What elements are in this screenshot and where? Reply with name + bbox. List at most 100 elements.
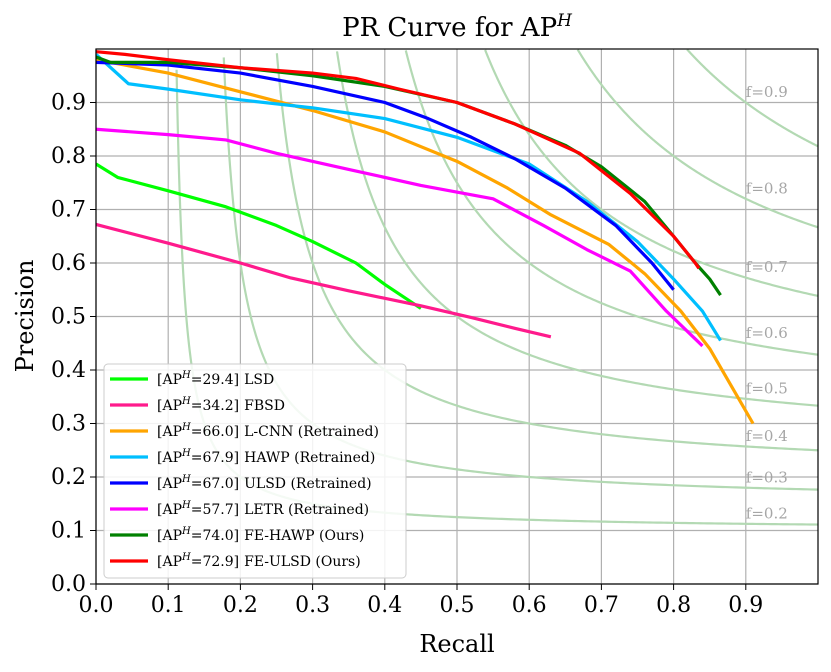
iso-f-label: f=0.2: [746, 504, 788, 522]
y-tick-label: 0.9: [51, 91, 86, 116]
legend-value: =72.9]: [191, 554, 239, 570]
iso-f-label: f=0.5: [746, 379, 788, 397]
y-tick-label: 0.0: [51, 572, 86, 597]
iso-f-curve: [222, 57, 818, 491]
y-tick-label: 0.1: [51, 519, 86, 544]
x-tick-label: 0.3: [295, 593, 330, 618]
iso-f-label: f=0.8: [746, 179, 788, 197]
y-tick-label: 0.4: [51, 358, 86, 383]
iso-f-label: f=0.9: [746, 83, 788, 101]
series-line: [96, 60, 675, 291]
legend-label: [APH=72.9] FE-ULSD (Ours): [157, 552, 361, 570]
legend-prefix: [AP: [157, 528, 182, 544]
series-line: [96, 53, 722, 342]
legend-name: FBSD: [244, 398, 285, 414]
legend-name: ULSD (Retrained): [244, 476, 372, 492]
legend-prefix: [AP: [157, 450, 182, 466]
legend-prefix: [AP: [157, 398, 182, 414]
legend-label: [APH=57.7] LETR (Retrained): [157, 500, 369, 518]
series-lines: [96, 50, 755, 425]
legend-label: [APH=67.0] ULSD (Retrained): [157, 474, 372, 492]
legend-item: [APH=67.9] HAWP (Retrained): [110, 448, 375, 466]
legend-value: =67.9]: [191, 450, 239, 466]
legend-item: [APH=67.0] ULSD (Retrained): [110, 474, 372, 492]
legend-name: LSD: [244, 372, 274, 388]
chart-title-text: PR Curve for AP: [342, 13, 557, 43]
iso-f-label: f=0.7: [746, 258, 788, 276]
iso-f-curve: [404, 50, 818, 356]
series-line: [96, 222, 552, 339]
legend-name: FE-ULSD (Ours): [244, 554, 361, 570]
legend: [APH=29.4] LSD[APH=34.2] FBSD[APH=66.0] L-C…: [103, 363, 407, 579]
legend-value: =57.7]: [191, 502, 239, 518]
iso-f-label: f=0.6: [746, 324, 788, 342]
iso-f-curve: [275, 53, 818, 452]
x-tick-label: 0.0: [79, 593, 114, 618]
y-tick-label: 0.8: [51, 144, 86, 169]
y-tick-label: 0.2: [51, 465, 86, 490]
series-line: [96, 58, 755, 425]
legend-sup: H: [181, 448, 191, 459]
legend-item: [APH=29.4] LSD: [110, 370, 274, 388]
iso-f-curve: [576, 49, 818, 229]
legend-prefix: [AP: [157, 554, 182, 570]
x-tick-label: 0.4: [367, 593, 402, 618]
legend-label: [APH=34.2] FBSD: [157, 396, 285, 414]
legend-sup: H: [181, 370, 191, 381]
legend-sup: H: [181, 422, 191, 433]
x-tick-label: 0.5: [440, 593, 475, 618]
legend-value: =74.0]: [191, 528, 239, 544]
legend-item: [APH=72.9] FE-ULSD (Ours): [110, 552, 361, 570]
legend-name: HAWP (Retrained): [244, 450, 375, 466]
legend-box: [103, 363, 407, 579]
series-line: [96, 127, 704, 348]
axis-ticks: 0.0 0.1 0.2 0.3 0.4 0.5 0.6 0.7 0.8 0.9 0.0 0.1 0.2 0…: [51, 91, 763, 619]
legend-value: =67.0]: [191, 476, 239, 492]
legend-sup: H: [181, 526, 191, 537]
legend-sup: H: [181, 552, 191, 563]
series-line: [96, 50, 701, 270]
legend-item: [APH=66.0] L-CNN (Retrained): [110, 422, 379, 440]
y-tick-label: 0.3: [51, 412, 86, 437]
chart-title: PR Curve for APH: [342, 11, 573, 43]
iso-f-label: f=0.4: [746, 427, 788, 445]
legend-name: L-CNN (Retrained): [244, 424, 379, 440]
series-line: [96, 162, 422, 310]
x-tick-label: 0.9: [728, 593, 763, 618]
x-axis-label: Recall: [419, 630, 494, 658]
legend-prefix: [AP: [157, 424, 182, 440]
legend-item: [APH=57.7] LETR (Retrained): [110, 500, 369, 518]
legend-name: LETR (Retrained): [244, 502, 369, 518]
x-tick-label: 0.1: [151, 593, 186, 618]
legend-value: =66.0]: [191, 424, 239, 440]
legend-item: [APH=34.2] FBSD: [110, 396, 285, 414]
legend-label: [APH=67.9] HAWP (Retrained): [157, 448, 375, 466]
iso-f-curve: [484, 49, 818, 297]
y-tick-label: 0.7: [51, 198, 86, 223]
legend-item: [APH=74.0] FE-HAWP (Ours): [110, 526, 364, 544]
iso-f-curve: [335, 51, 818, 407]
legend-sup: H: [181, 396, 191, 407]
legend-label: [APH=66.0] L-CNN (Retrained): [157, 422, 379, 440]
x-tick-label: 0.2: [223, 593, 258, 618]
legend-sup: H: [181, 500, 191, 511]
legend-prefix: [AP: [157, 476, 182, 492]
legend-value: =34.2]: [191, 398, 239, 414]
x-tick-label: 0.8: [656, 593, 691, 618]
x-tick-label: 0.7: [584, 593, 619, 618]
y-axis-label: Precision: [11, 260, 39, 373]
legend-prefix: [AP: [157, 502, 182, 518]
x-tick-label: 0.6: [512, 593, 547, 618]
legend-name: FE-HAWP (Ours): [244, 528, 364, 544]
legend-label: [APH=74.0] FE-HAWP (Ours): [157, 526, 364, 544]
legend-label: [APH=29.4] LSD: [157, 370, 274, 388]
iso-f-curve: [686, 49, 818, 148]
legend-value: =29.4]: [191, 372, 239, 388]
legend-sup: H: [181, 474, 191, 485]
iso-f-labels: f=0.2 f=0.3 f=0.4 f=0.5 f=0.6 f=0.7 f=0.8 f=0.9: [746, 83, 788, 522]
iso-f-label: f=0.3: [746, 468, 788, 486]
legend-prefix: [AP: [157, 372, 182, 388]
y-tick-label: 0.6: [51, 251, 86, 276]
y-tick-label: 0.5: [51, 305, 86, 330]
